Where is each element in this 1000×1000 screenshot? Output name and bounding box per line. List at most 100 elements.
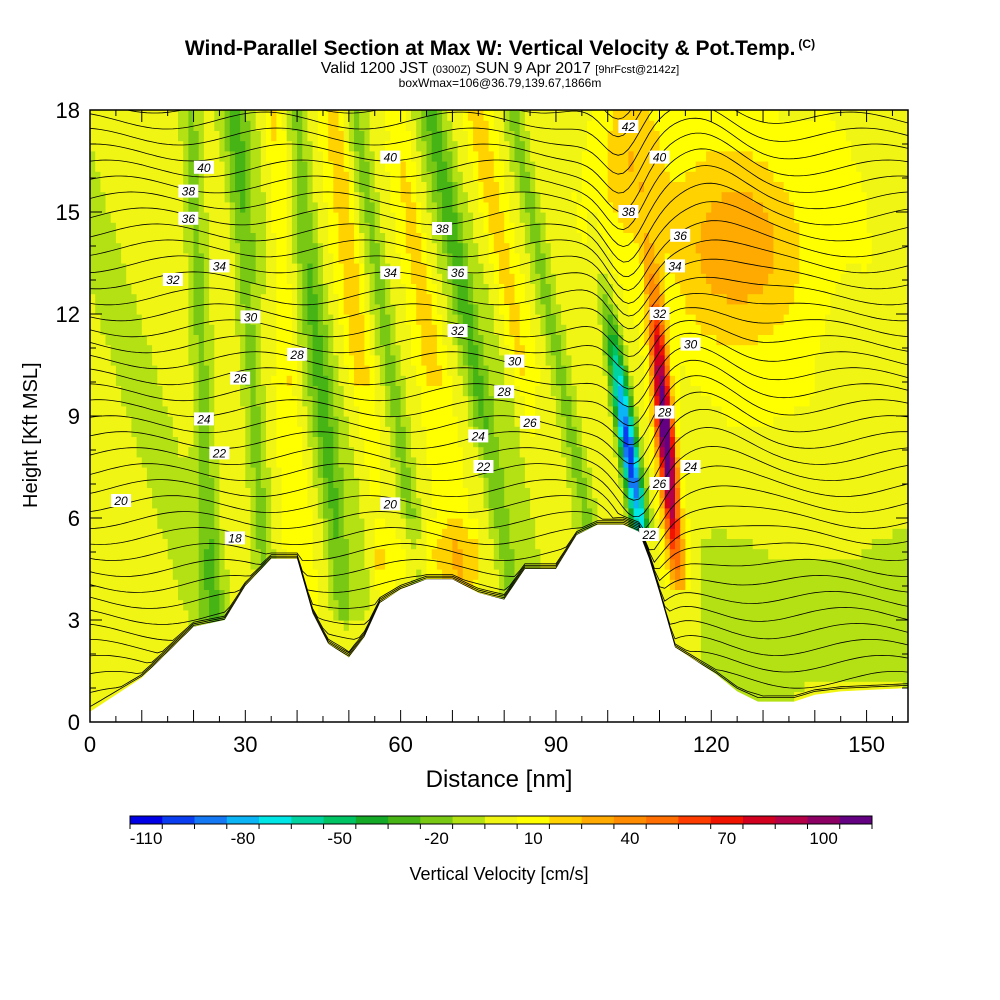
contour-label: 24: [468, 429, 489, 443]
contour-label: 40: [649, 150, 670, 165]
isentrope-line: [90, 110, 908, 156]
contour-label: 22: [639, 528, 660, 542]
isentrope-line: [90, 531, 908, 657]
contour-label: 40: [193, 160, 214, 175]
colorbar-swatch: [484, 816, 518, 824]
x-axis: 0 30 60 90 120 150: [84, 110, 893, 757]
isentrope-line: [90, 523, 908, 582]
isentrope-line: [90, 505, 908, 551]
contour-label: 36: [670, 228, 691, 243]
isentrope-line: [90, 320, 908, 373]
colorbar-swatch: [355, 816, 389, 824]
contour-label: 20: [111, 494, 132, 508]
isentrope-line: [90, 427, 908, 501]
contour-labels: 40 38 36 34 32 30 28 26 24 22 20 18 40 38 36 34 32 30 28 26…: [111, 120, 701, 545]
contour-label: 30: [680, 337, 701, 352]
y-tick-label: 0: [68, 710, 80, 735]
contour-label: 34: [380, 266, 401, 280]
valid-utc: (0300Z): [432, 64, 471, 76]
colorbar-label: Vertical Velocity [cm/s]: [409, 864, 589, 884]
colorbar-swatch: [710, 816, 744, 824]
x-axis-label: Distance [nm]: [425, 766, 573, 793]
box-info: boxWmax=106@36.79,139.67,1866m: [398, 76, 602, 90]
contour-label: 38: [178, 184, 199, 199]
colorbar-swatch: [194, 816, 228, 824]
colorbar-tick-label: 40: [621, 829, 640, 848]
colorbar-swatch: [775, 816, 808, 824]
contour-label: 22: [473, 460, 494, 474]
colorbar-swatch: [678, 816, 712, 824]
contour-label: 26: [230, 371, 251, 386]
colorbar-tick-label: -80: [231, 829, 256, 848]
contour-label: 20: [380, 497, 401, 511]
x-tick-label: 150: [848, 732, 885, 757]
y-tick-label: 15: [56, 200, 80, 225]
isentrope-line: [90, 292, 908, 343]
forecast-info: [9hrFcst@2142z]: [595, 64, 680, 76]
contour-label: 42: [618, 120, 639, 134]
contour-label: 30: [240, 310, 261, 324]
colorbar-swatch: [581, 816, 615, 824]
isentrope-line: [90, 110, 908, 175]
colorbar-swatch: [839, 816, 873, 824]
contour-label: 28: [494, 385, 515, 399]
contour-label: 38: [432, 222, 453, 236]
colorbar-tick-label: 100: [809, 829, 837, 848]
isentrope-line: [90, 526, 908, 609]
y-tick-label: 12: [56, 302, 80, 327]
isentrope-line: [90, 332, 908, 390]
colorbar-swatch: [162, 816, 195, 824]
isentrope-line: [90, 165, 908, 248]
contour-label: 24: [680, 460, 701, 474]
colorbar-swatch: [743, 816, 776, 824]
x-tick-label: 30: [233, 732, 257, 757]
colorbar-swatch: [420, 816, 453, 824]
isentrope-line: [90, 345, 908, 408]
contour-label: 32: [162, 273, 183, 287]
isentrope-line: [90, 21, 908, 73]
x-tick-label: 60: [388, 732, 412, 757]
y-tick-label: 6: [68, 506, 80, 531]
chart-subtitle: Valid 1200 JST (0300Z) SUN 9 Apr 2017 [9…: [0, 60, 1000, 78]
contour-label: 38: [618, 205, 639, 219]
chart-title: Wind-Parallel Section at Max W: Vertical…: [0, 37, 1000, 61]
colorbar-tick-label: -20: [424, 829, 449, 848]
isentrope-line: [90, 465, 908, 531]
colorbar-tick-label: -50: [327, 829, 352, 848]
potential-temperature-contours: [90, 21, 908, 708]
isentrope-line: [90, 520, 908, 563]
colorbar-swatch: [259, 816, 292, 824]
y-tick-label: 3: [68, 608, 80, 633]
colorbar-tick-label: 70: [717, 829, 736, 848]
isentrope-line: [90, 182, 908, 263]
colorbar-swatch: [452, 816, 486, 824]
isentrope-line: [90, 528, 908, 625]
contour-label: 28: [654, 405, 675, 420]
colorbar-swatch: [291, 816, 324, 824]
y-axis-label: Height [Kft MSL]: [20, 362, 42, 508]
colorbar-swatch: [388, 816, 421, 824]
contour-label: 24: [193, 412, 214, 426]
chart-title-text: Wind-Parallel Section at Max W: Vertical…: [184, 37, 796, 60]
colorbar-swatch: [646, 816, 679, 824]
valid-time: Valid 1200 JST: [320, 60, 428, 77]
isentrope-line: [90, 391, 908, 465]
isentrope-line: [90, 220, 908, 291]
y-tick-label: 18: [56, 98, 80, 123]
isentrope-line: [90, 530, 908, 641]
contour-label: 34: [665, 259, 686, 273]
contour-label: 26: [520, 415, 541, 430]
contour-label: 22: [209, 446, 230, 460]
x-tick-label: 0: [84, 732, 96, 757]
contour-label: 40: [380, 150, 401, 165]
isentrope-line: [90, 525, 908, 593]
colorbar-swatch: [517, 816, 550, 824]
isentrope-line: [90, 52, 908, 102]
isentrope-line: [90, 148, 908, 231]
colorbar-tick-label: -110: [130, 829, 163, 848]
isentrope-line: [90, 522, 908, 569]
isentrope-line: [90, 38, 908, 88]
colorbar-swatch: [549, 816, 583, 824]
isentrope-line: [90, 375, 908, 446]
contour-label: 32: [447, 324, 468, 338]
